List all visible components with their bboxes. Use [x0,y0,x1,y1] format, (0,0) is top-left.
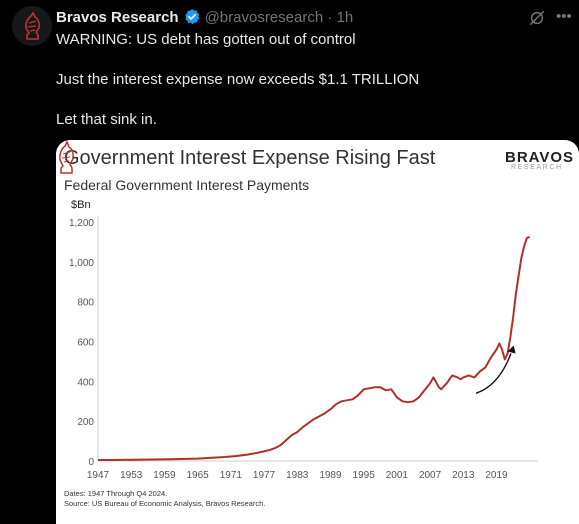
post-header: Bravos Research @bravosresearch · 1h [56,6,353,28]
interest-payments-line [98,235,531,461]
post-text-line-2: Just the interest expense now exceeds $1… [56,71,420,88]
chess-knight-logo [25,11,40,40]
bravos-knight-logo-icon [59,140,74,174]
x-tick-label: 1953 [120,470,143,481]
grok-icon[interactable] [528,9,546,27]
x-tick-label: 2019 [485,470,508,481]
x-tick-label: 1977 [253,470,276,481]
footnote-source: Source: US Bureau of Economic Analysis, … [64,499,266,508]
x-tick-label: 2001 [386,470,409,481]
post-text-line-1: WARNING: US debt has gotten out of contr… [56,31,356,48]
chart-title: Government Interest Expense Rising Fast [64,147,436,169]
x-tick-label: 2013 [452,470,475,481]
more-icon[interactable]: ••• [556,8,572,25]
author-avatar[interactable] [12,6,52,46]
author-name[interactable]: Bravos Research [56,8,179,26]
verified-badge-icon [184,9,199,25]
chart-image-card[interactable]: 0 200 400 600 800 1,000 1,200 1947 1953 1959 1965 1… [56,140,579,524]
x-tick-label: 2007 [419,470,442,481]
x-tick-label: 1995 [353,470,376,481]
interest-chart: 0 200 400 600 800 1,000 1,200 1947 1953 1959 1965 1… [69,216,538,481]
trend-arrow-head [507,345,516,354]
brand-subtitle: RESEARCH [511,164,563,171]
y-tick-label: 200 [77,417,94,428]
y-tick-label: 600 [77,338,94,349]
y-axis-unit: $Bn [71,199,91,211]
trend-arrow [475,353,512,394]
footnote-dates: Dates: 1947 Through Q4 2024. [64,489,168,498]
author-handle-time[interactable]: @bravosresearch · 1h [204,8,354,26]
y-tick-label: 400 [77,377,94,388]
x-tick-label: 1965 [186,470,209,481]
x-tick-label: 1989 [319,470,342,481]
y-tick-label: 800 [77,298,94,309]
x-tick-label: 1947 [87,470,110,481]
x-tick-label: 1971 [220,470,243,481]
y-tick-label: 0 [88,457,94,468]
post-text-line-3: Let that sink in. [56,111,157,128]
chart-subtitle: Federal Government Interest Payments [64,177,310,193]
x-tick-label: 1983 [286,470,309,481]
x-tick-label: 1959 [153,470,176,481]
y-tick-label: 1,000 [69,258,94,269]
brand-wordmark: BRAVOS [505,149,575,166]
y-tick-label: 1,200 [69,218,94,229]
